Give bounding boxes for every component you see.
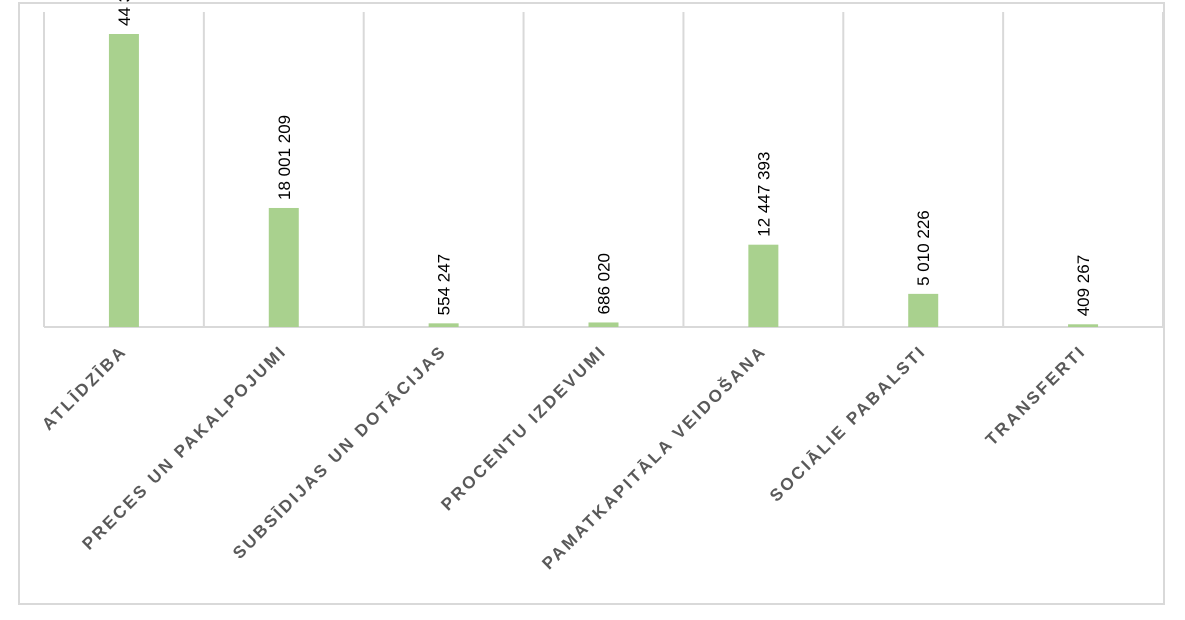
category-label: ATLĪDZĪBA — [38, 341, 131, 434]
chart-frame — [18, 2, 1165, 605]
bar[interactable] — [428, 323, 459, 327]
data-label: 554 247 — [435, 254, 454, 315]
bar[interactable] — [588, 322, 619, 327]
data-label: 12 447 393 — [754, 152, 773, 237]
data-label: 44 312 818 — [115, 0, 134, 26]
category-label: SOCIĀLIE PABALSTI — [766, 341, 930, 505]
bar[interactable] — [908, 293, 939, 327]
category-label: PROCENTU IZDEVUMI — [437, 341, 610, 514]
category-label: TRANSFERTI — [982, 341, 1090, 449]
data-label: 5 010 226 — [914, 210, 933, 286]
data-label: 18 001 209 — [275, 115, 294, 200]
bar[interactable] — [1068, 324, 1099, 327]
bar[interactable] — [108, 34, 139, 327]
data-label: 686 020 — [595, 253, 614, 314]
bar[interactable] — [748, 244, 779, 327]
bar[interactable] — [268, 207, 299, 327]
data-label: 409 267 — [1074, 255, 1093, 316]
